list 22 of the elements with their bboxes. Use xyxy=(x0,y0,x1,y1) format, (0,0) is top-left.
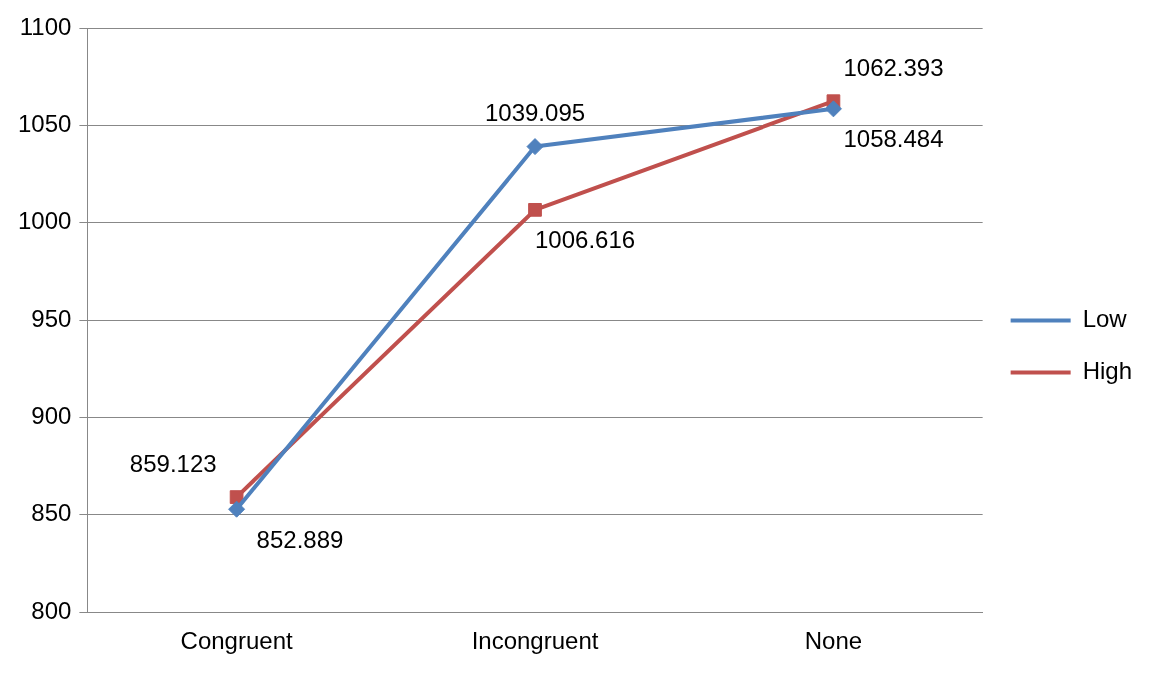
point xyxy=(526,138,544,156)
point xyxy=(228,500,246,518)
x-tick-label: Congruent xyxy=(180,627,293,655)
point xyxy=(824,100,842,118)
y-tick-label: 1100 xyxy=(19,12,72,40)
data-label: 852.889 xyxy=(256,525,344,553)
data-label: 1062.393 xyxy=(843,53,944,81)
data-label: 1058.484 xyxy=(843,125,944,153)
legend-label: High xyxy=(1082,357,1132,385)
y-tick-label: 850 xyxy=(31,499,72,527)
x-tick-label: Incongruent xyxy=(471,627,599,655)
data-label: 1039.095 xyxy=(484,99,586,127)
y-tick-label: 800 xyxy=(31,596,72,624)
legend-label: Low xyxy=(1082,305,1128,333)
data-label: 859.123 xyxy=(129,449,217,477)
y-tick-label: 900 xyxy=(31,402,72,430)
y-tick-label: 1050 xyxy=(18,109,72,137)
data-label: 1006.616 xyxy=(535,226,636,254)
x-tick-label: None xyxy=(804,627,863,655)
y-tick-label: 950 xyxy=(31,304,72,332)
y-tick-label: 1000 xyxy=(18,207,72,235)
point xyxy=(528,202,542,217)
